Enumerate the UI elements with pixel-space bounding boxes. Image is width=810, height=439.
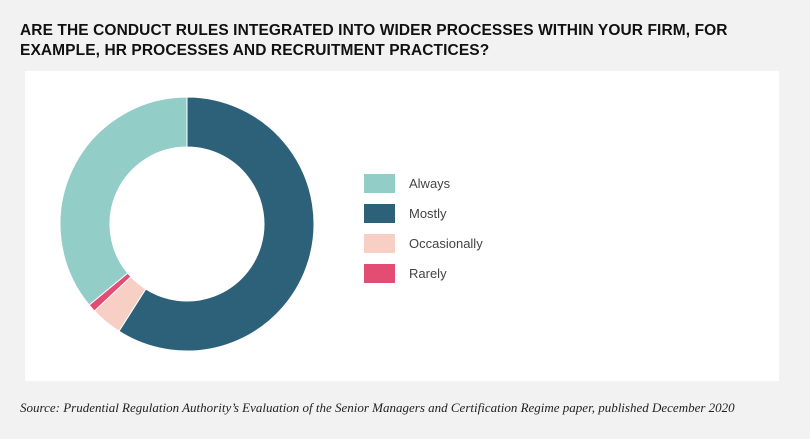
legend-item-always: Always	[364, 168, 483, 198]
legend-label-rarely: Rarely	[409, 265, 447, 281]
donut-slice-always	[59, 96, 188, 306]
legend-item-mostly: Mostly	[364, 198, 483, 228]
legend-swatch-rarely	[364, 263, 395, 283]
legend-swatch-mostly	[364, 203, 395, 223]
legend-swatch-always	[364, 173, 395, 193]
legend-label-always: Always	[409, 175, 451, 191]
legend-item-rarely: Rarely	[364, 258, 483, 288]
legend-swatch-occasionally	[364, 233, 395, 253]
source-note: Source: Prudential Regulation Authority’…	[20, 400, 735, 415]
legend-label-mostly: Mostly	[409, 205, 447, 221]
chart-title: ARE THE CONDUCT RULES INTEGRATED INTO WI…	[20, 22, 728, 59]
legend-label-occasionally: Occasionally	[409, 235, 483, 251]
chart-panel: Always Mostly Occasionally Rarely	[25, 71, 779, 381]
legend: Always Mostly Occasionally Rarely	[364, 168, 483, 288]
legend-item-occasionally: Occasionally	[364, 228, 483, 258]
donut-slice-mostly	[118, 96, 315, 352]
donut-chart	[59, 96, 315, 352]
